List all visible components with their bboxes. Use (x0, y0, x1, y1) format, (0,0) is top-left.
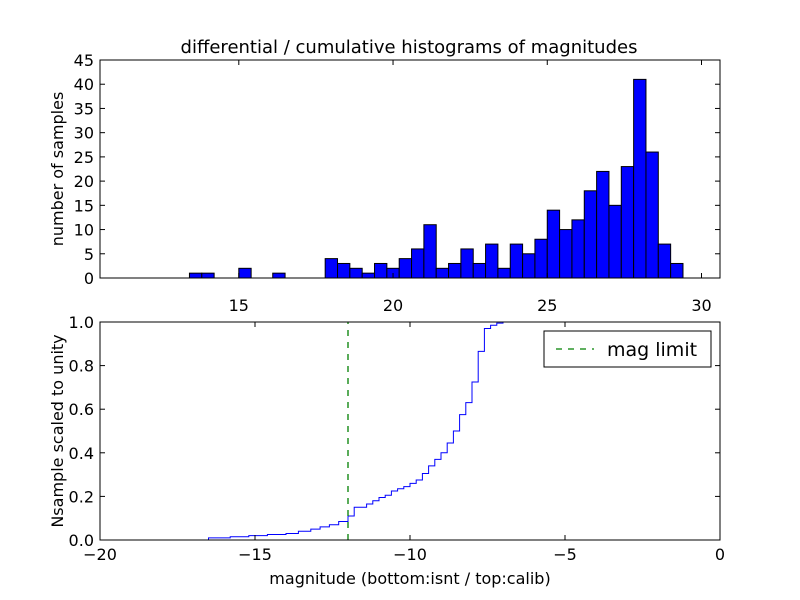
legend-label-mag-limit: mag limit (607, 339, 697, 361)
top-y-tick-label: 40 (74, 75, 94, 94)
histogram-bar (534, 238, 548, 279)
histogram-bars (188, 78, 684, 279)
histogram-bar (411, 248, 425, 279)
histogram-bar (374, 262, 388, 279)
bottom-y-tick-label: 1.0 (69, 313, 94, 332)
legend: mag limit (543, 330, 712, 368)
histogram-bar (633, 78, 647, 279)
histogram-bar (608, 204, 622, 279)
bottom-x-tick-label: −20 (83, 545, 117, 564)
top-y-tick-label: 25 (74, 148, 94, 167)
histogram-bar (497, 267, 511, 279)
histogram-bar (620, 166, 635, 279)
histogram-bar (188, 272, 203, 279)
bottom-y-tick-label: 0.8 (69, 357, 94, 376)
bottom-y-tick-label: 0.0 (69, 531, 94, 550)
histogram-bar (201, 272, 215, 279)
top-y-tick-label: 30 (74, 124, 94, 143)
histogram-bar (398, 258, 413, 279)
histogram-bar (522, 253, 536, 279)
histogram-bar (546, 209, 561, 279)
histogram-bar (657, 243, 672, 279)
chart-title: differential / cumulative histograms of … (181, 37, 638, 58)
histogram-bar (238, 267, 252, 279)
top-y-tick-label: 20 (74, 172, 94, 191)
histogram-bar (337, 262, 351, 279)
histogram-bar (324, 258, 339, 279)
histogram-bar (448, 262, 462, 279)
bottom-x-tick-label: −5 (553, 545, 577, 564)
bottom-x-tick-label: −15 (238, 545, 272, 564)
top-x-ticks: 15 20 25 30 (229, 60, 712, 315)
top-y-tick-label: 15 (74, 196, 94, 215)
histogram-bar (361, 272, 376, 279)
top-y-tick-label: 10 (74, 221, 94, 240)
bottom-x-tick-label: 0 (715, 545, 725, 564)
top-x-tick-label: 25 (537, 296, 557, 315)
histogram-bar (472, 262, 487, 279)
top-y-ticks: 0 5 10 15 20 25 30 35 40 45 (74, 51, 720, 288)
bottom-cumulative-panel: −20 −15 −10 −5 0 0.0 0.2 0.4 0.6 0.8 1.0 magnitud… (48, 313, 725, 588)
bottom-y-ticks: 0.0 0.2 0.4 0.6 0.8 1.0 (69, 313, 720, 550)
histogram-bar (670, 262, 684, 279)
histogram-bar (509, 243, 524, 279)
top-y-tick-label: 45 (74, 51, 94, 70)
histogram-bar (349, 267, 363, 279)
bottom-x-tick-label: −10 (393, 545, 427, 564)
cumulative-step-line (100, 321, 522, 541)
top-x-tick-label: 20 (383, 296, 403, 315)
top-axes-frame (99, 59, 721, 279)
histogram-bar (272, 272, 286, 279)
bottom-x-axis-label: magnitude (bottom:isnt / top:calib) (269, 569, 550, 588)
histogram-bar (583, 190, 598, 279)
histogram-bar (571, 219, 585, 279)
bottom-x-ticks: −20 −15 −10 −5 0 (83, 322, 725, 564)
histogram-bar (596, 170, 610, 279)
top-y-tick-label: 5 (84, 245, 94, 264)
histogram-bar (423, 224, 437, 279)
top-x-tick-label: 15 (229, 296, 249, 315)
bottom-y-tick-label: 0.2 (69, 487, 94, 506)
histogram-bar (559, 229, 573, 279)
top-y-tick-label: 0 (84, 269, 94, 288)
top-x-tick-label: 30 (691, 296, 711, 315)
top-y-tick-label: 35 (74, 99, 94, 118)
bottom-y-axis-label: Nsample scaled to unity (48, 334, 67, 527)
bottom-y-tick-label: 0.6 (69, 400, 94, 419)
histogram-bar (485, 243, 499, 279)
histogram-bar (435, 267, 450, 279)
top-y-axis-label: number of samples (48, 92, 67, 247)
bottom-y-tick-label: 0.4 (69, 444, 94, 463)
histogram-bar (460, 248, 474, 279)
histogram-bar (645, 151, 659, 279)
top-histogram-panel: differential / cumulative histograms of … (48, 37, 721, 315)
